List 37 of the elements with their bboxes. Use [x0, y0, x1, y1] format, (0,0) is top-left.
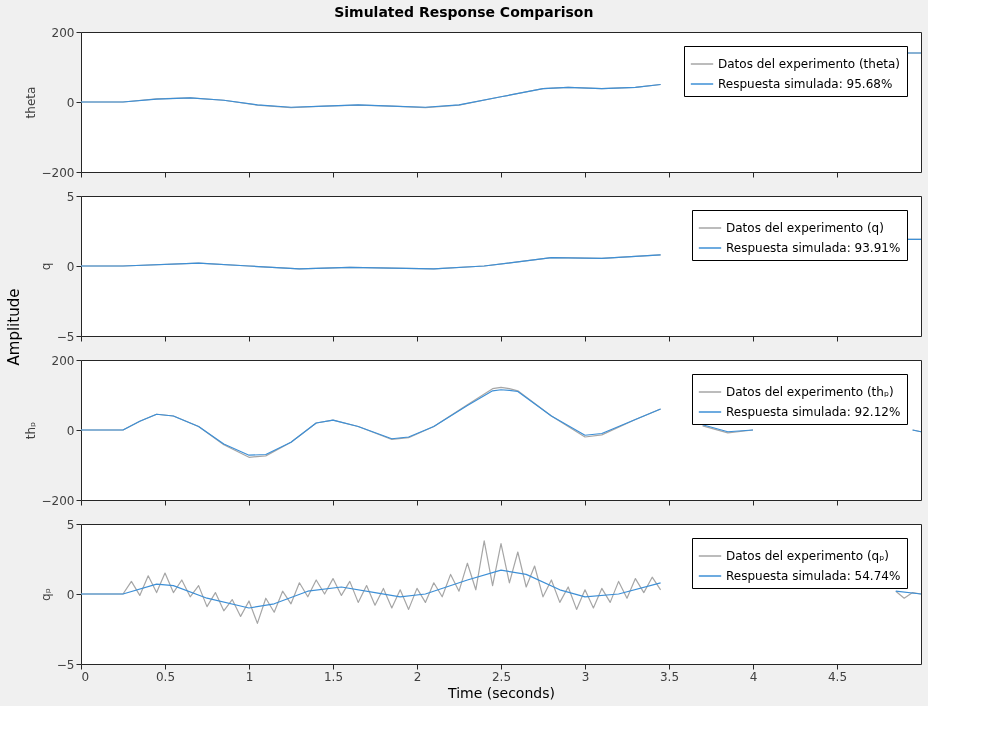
chart-title: Simulated Response Comparison	[334, 3, 594, 20]
x-axis-title: Time (seconds)	[447, 684, 555, 701]
y-tick-label: 0	[66, 587, 75, 602]
x-tick-label: 3	[581, 669, 590, 684]
y-axis-title: thₚ	[23, 421, 38, 440]
y-tick-label: 200	[51, 25, 75, 40]
x-tick-label: 2.5	[491, 669, 512, 684]
y-tick-label: 0	[66, 259, 75, 274]
legend-label: Datos del experimento (qₚ)	[726, 549, 890, 563]
y-tick-label: −5	[56, 657, 75, 672]
legend-label: Datos del experimento (theta)	[718, 57, 901, 71]
x-tick-label: 0.5	[155, 669, 176, 684]
legend-label: Respuesta simulada: 93.91%	[726, 241, 901, 255]
legend-label: Datos del experimento (q)	[726, 221, 884, 235]
x-tick-label: 1.5	[323, 669, 344, 684]
y-tick-label: 0	[66, 423, 75, 438]
x-tick-label: 2	[413, 669, 422, 684]
text: Amplitude	[5, 288, 23, 366]
y-tick-label: −5	[56, 329, 75, 344]
y-axis-title: qₚ	[38, 588, 53, 601]
legend-label: Respuesta simulada: 54.74%	[726, 569, 901, 583]
x-tick-label: 1	[245, 669, 254, 684]
x-tick-label: 0	[81, 669, 90, 684]
y-axis-title: theta	[23, 86, 38, 119]
y-axis-title: q	[38, 262, 53, 271]
y-tick-label: 0	[66, 95, 75, 110]
y-tick-label: −200	[41, 165, 75, 180]
x-tick-label: 4.5	[827, 669, 848, 684]
y-tick-label: 5	[66, 189, 75, 204]
y-tick-label: 5	[66, 517, 75, 532]
y-tick-label: −200	[41, 493, 75, 508]
legend-label: Respuesta simulada: 95.68%	[718, 77, 893, 91]
x-tick-label: 3.5	[659, 669, 680, 684]
legend-label: Respuesta simulada: 92.12%	[726, 405, 901, 419]
legend-label: Datos del experimento (thₚ)	[726, 385, 894, 399]
x-tick-label: 4	[749, 669, 758, 684]
y-tick-label: 200	[51, 353, 75, 368]
